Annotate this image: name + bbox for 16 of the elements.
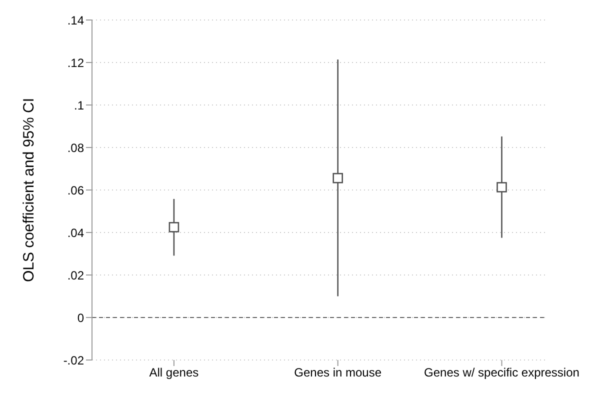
x-tick-label: Genes in mouse xyxy=(294,366,382,380)
point xyxy=(168,222,180,232)
y-tick-label: -.02 xyxy=(63,353,84,368)
y-tick-label: .08 xyxy=(67,140,84,155)
y-tick-label: .1 xyxy=(74,98,84,112)
point xyxy=(332,172,343,184)
y-tick-label: .04 xyxy=(67,226,84,240)
y-tick-label: .14 xyxy=(67,13,84,28)
y-tick-label: .02 xyxy=(67,268,84,282)
x-tick-label: All genes xyxy=(149,366,199,380)
y-axis-title: OLS coefficient and 95% CI xyxy=(20,98,38,282)
y-tick-label: 0 xyxy=(77,310,84,325)
point xyxy=(496,182,507,192)
y-tick-label: .12 xyxy=(67,56,84,70)
x-tick-label: Genes w/ specific expression xyxy=(424,366,580,380)
y-tick-label: .06 xyxy=(67,183,84,198)
